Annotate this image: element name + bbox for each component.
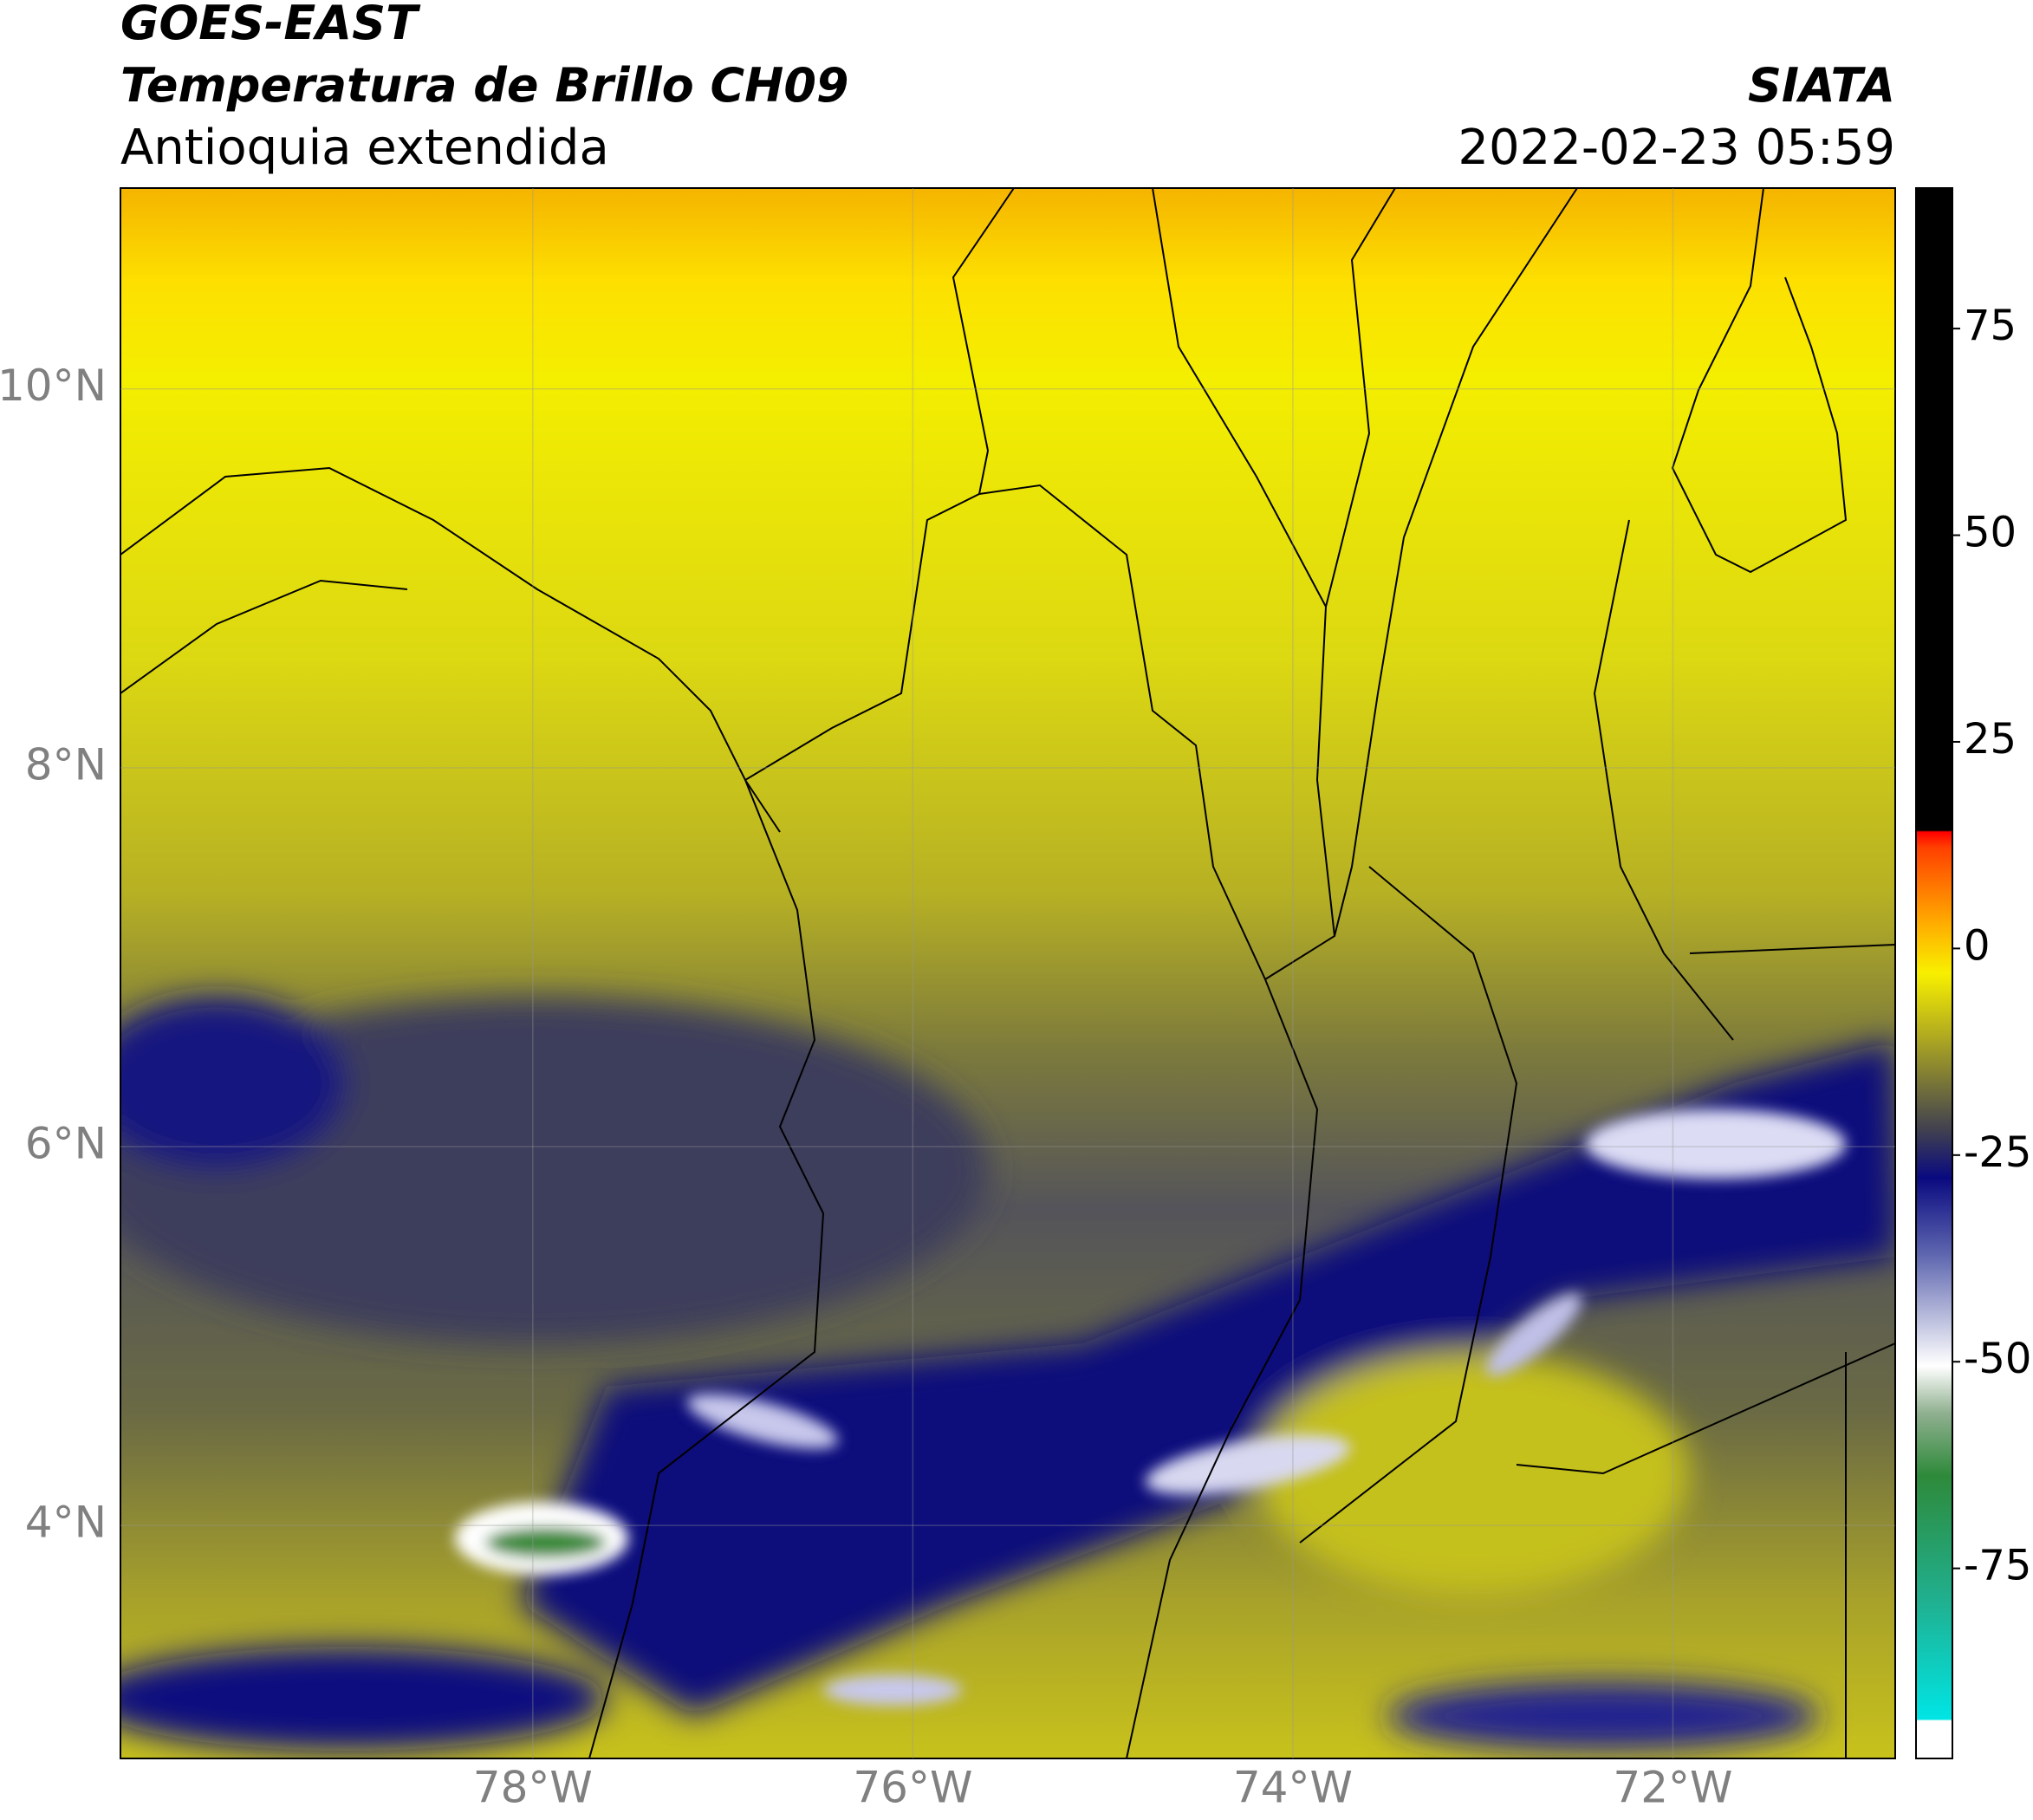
colorbar-tick-label: 0 (1964, 921, 1991, 970)
region: Antioquia extendida (120, 120, 609, 176)
colorbar-tick-label: 50 (1964, 509, 2017, 557)
x-tick-label: 76°W (853, 1763, 972, 1813)
map-frame (120, 187, 1896, 1759)
datetime: 2022-02-23 05:59 (1458, 120, 1895, 176)
colorbar-tick-label: -25 (1964, 1128, 2031, 1177)
y-tick-label: 10°N (0, 361, 107, 411)
colorbar-tick-label: 75 (1964, 302, 2017, 350)
colorbar-tick-label: 25 (1964, 715, 2017, 764)
colorbar (1915, 187, 1953, 1759)
y-tick-label: 4°N (25, 1498, 107, 1548)
subtitle: Temperatura de Brillo CH09 (120, 58, 849, 113)
x-tick-label: 74°W (1233, 1763, 1353, 1813)
colorbar-tick-label: -50 (1964, 1335, 2031, 1383)
map-image (120, 188, 1895, 1758)
y-tick-label: 8°N (25, 739, 107, 790)
x-tick-label: 72°W (1613, 1763, 1732, 1813)
source: SIATA (1748, 58, 1895, 113)
x-tick-label: 78°W (473, 1763, 593, 1813)
title: GOES-EAST (120, 0, 421, 50)
y-tick-label: 6°N (25, 1118, 107, 1168)
colorbar-tick-label: -75 (1964, 1542, 2031, 1590)
